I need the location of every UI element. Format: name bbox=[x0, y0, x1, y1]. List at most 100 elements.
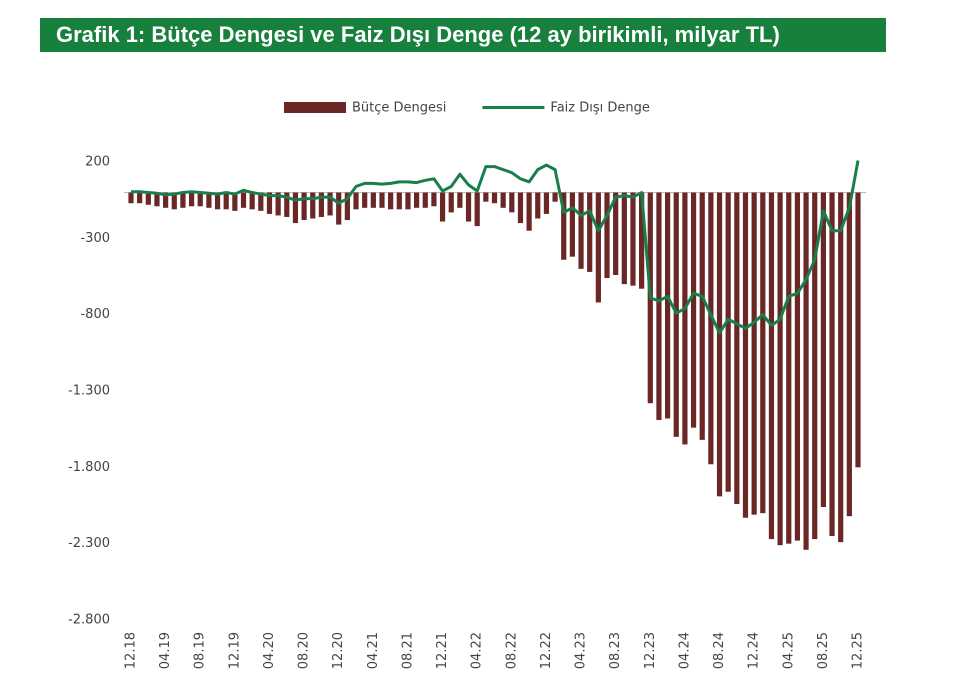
bar bbox=[353, 192, 359, 210]
bar bbox=[232, 192, 238, 211]
bar bbox=[163, 192, 169, 208]
bar bbox=[664, 192, 671, 419]
bar bbox=[812, 192, 818, 540]
bar bbox=[820, 192, 826, 508]
bar bbox=[327, 192, 333, 216]
bar bbox=[318, 192, 325, 217]
bar bbox=[621, 192, 627, 285]
y-tick-label: 200 bbox=[85, 155, 110, 170]
bar bbox=[284, 192, 290, 217]
legend-label: Bütçe Dengesi bbox=[352, 101, 446, 116]
bar bbox=[154, 192, 160, 207]
bar bbox=[266, 192, 273, 214]
bar bbox=[137, 192, 143, 204]
y-tick-label: -800 bbox=[80, 307, 110, 322]
bar bbox=[362, 192, 368, 208]
bar bbox=[699, 192, 705, 440]
bar bbox=[768, 192, 775, 540]
x-tick-label: 08.23 bbox=[608, 632, 623, 669]
legend-label: Faiz Dışı Denge bbox=[550, 101, 649, 116]
bar bbox=[604, 192, 610, 279]
bar bbox=[292, 192, 299, 224]
x-tick-label: 04.20 bbox=[262, 632, 277, 669]
chart-title: Grafik 1: Bütçe Dengesi ve Faiz Dışı Den… bbox=[40, 18, 886, 52]
y-tick-label: -300 bbox=[80, 231, 110, 246]
bar bbox=[128, 192, 134, 204]
y-tick-label: -1.300 bbox=[68, 384, 110, 399]
bar bbox=[725, 192, 731, 492]
x-tick-label: 04.25 bbox=[781, 632, 796, 669]
bar bbox=[188, 192, 195, 207]
bar bbox=[439, 192, 446, 222]
bar bbox=[535, 192, 541, 219]
bar bbox=[846, 192, 852, 517]
bar bbox=[405, 192, 411, 210]
bar bbox=[414, 192, 420, 208]
bar bbox=[258, 192, 264, 211]
bar bbox=[180, 192, 186, 208]
bar bbox=[777, 192, 783, 546]
bar bbox=[595, 192, 601, 303]
x-tick-label: 04.23 bbox=[574, 632, 589, 669]
bar bbox=[379, 192, 385, 208]
bar bbox=[786, 192, 792, 544]
x-tick-label: 04.21 bbox=[366, 632, 381, 669]
bar bbox=[734, 192, 740, 504]
bar bbox=[223, 192, 229, 210]
bar bbox=[491, 192, 498, 204]
bar bbox=[448, 192, 454, 213]
bar bbox=[370, 192, 376, 208]
bar bbox=[673, 192, 679, 437]
bar bbox=[587, 192, 593, 272]
x-tick-label: 12.20 bbox=[331, 632, 346, 669]
bar bbox=[613, 192, 619, 275]
bar bbox=[465, 192, 472, 222]
y-tick-label: -2.300 bbox=[68, 536, 110, 551]
x-tick-label: 04.19 bbox=[158, 632, 173, 669]
bar bbox=[422, 192, 428, 208]
bar bbox=[240, 192, 247, 208]
bar bbox=[145, 192, 151, 205]
bar bbox=[344, 192, 350, 221]
x-tick-label: 04.22 bbox=[470, 632, 485, 669]
bar bbox=[656, 192, 662, 421]
bar bbox=[543, 192, 550, 214]
x-tick-label: 08.25 bbox=[816, 632, 831, 669]
bar bbox=[310, 192, 316, 219]
bar bbox=[171, 192, 177, 210]
bar bbox=[639, 192, 645, 289]
x-tick-label: 12.23 bbox=[643, 632, 658, 669]
bar bbox=[690, 192, 697, 428]
x-tick-label: 08.20 bbox=[297, 632, 312, 669]
x-tick-label: 08.19 bbox=[193, 632, 208, 669]
bar bbox=[500, 192, 506, 208]
bar bbox=[708, 192, 714, 465]
x-tick-label: 12.25 bbox=[851, 632, 866, 669]
bar bbox=[474, 192, 480, 227]
bar bbox=[742, 192, 749, 518]
bar bbox=[396, 192, 402, 210]
bar bbox=[578, 192, 584, 269]
x-tick-label: 12.18 bbox=[124, 632, 139, 669]
x-tick-label: 08.24 bbox=[712, 632, 727, 669]
y-tick-label: -2.800 bbox=[68, 613, 110, 628]
x-tick-label: 08.22 bbox=[504, 632, 519, 669]
bar bbox=[716, 192, 723, 497]
bar bbox=[682, 192, 688, 445]
bar bbox=[526, 192, 532, 231]
bar bbox=[760, 192, 766, 514]
bar bbox=[336, 192, 342, 225]
bar bbox=[517, 192, 524, 224]
x-tick-label: 08.21 bbox=[400, 632, 415, 669]
x-tick-label: 12.22 bbox=[539, 632, 554, 669]
y-tick-label: -1.800 bbox=[68, 460, 110, 475]
bar bbox=[483, 192, 489, 202]
bar bbox=[829, 192, 835, 537]
bar bbox=[855, 192, 861, 468]
bar bbox=[275, 192, 281, 216]
bar bbox=[206, 192, 212, 208]
x-tick-label: 12.19 bbox=[227, 632, 242, 669]
bar bbox=[249, 192, 255, 210]
